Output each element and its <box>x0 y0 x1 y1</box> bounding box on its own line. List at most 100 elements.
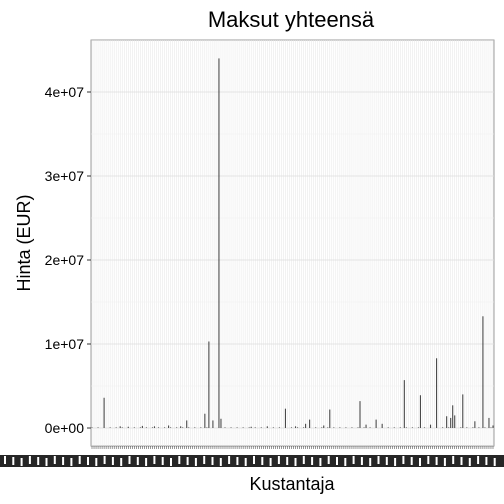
x-tick-label-gap <box>12 457 15 465</box>
x-tick-label-gap <box>95 458 98 466</box>
y-tick-label: 4e+07 <box>45 84 85 100</box>
bars <box>91 58 494 429</box>
bar <box>403 380 405 428</box>
bar <box>163 427 166 428</box>
bar <box>200 427 202 428</box>
bar <box>290 427 293 428</box>
bar <box>466 427 468 428</box>
bar <box>345 427 347 428</box>
bar <box>305 423 307 428</box>
x-tick-label-gap <box>228 456 231 464</box>
bar <box>446 416 448 428</box>
bar <box>176 427 178 428</box>
x-tick-label-gap <box>244 458 247 466</box>
bar <box>194 427 196 428</box>
bar <box>250 426 252 428</box>
chart-title: Maksut yhteensä <box>208 7 375 32</box>
x-tick-label-gap <box>410 457 413 465</box>
bar <box>482 316 484 428</box>
bar <box>97 427 99 428</box>
x-tick-label-gap <box>394 458 397 466</box>
bar <box>478 427 480 428</box>
bar <box>359 401 361 428</box>
bar <box>339 427 341 428</box>
bar <box>488 417 490 428</box>
bar <box>484 427 486 428</box>
bar <box>381 423 383 428</box>
x-tick-label-gap <box>377 456 380 464</box>
x-tick-label-gap <box>493 458 496 466</box>
bar <box>236 427 238 428</box>
x-tick-label-gap <box>45 458 48 466</box>
x-tick-label-gap <box>402 456 405 464</box>
bar <box>278 427 280 428</box>
bar <box>284 408 287 428</box>
bar <box>429 424 432 428</box>
bar <box>119 426 121 428</box>
x-tick-label-gap <box>269 458 272 466</box>
bar <box>204 413 206 428</box>
x-tick-label-gap <box>145 458 148 466</box>
x-tick-label-gap <box>460 457 463 465</box>
bar <box>294 426 297 428</box>
bar <box>208 341 210 428</box>
bar <box>387 427 389 428</box>
x-tick-label-gap <box>352 456 355 464</box>
x-tick-label-gap <box>369 458 372 466</box>
bar <box>321 427 323 428</box>
bar <box>180 426 182 428</box>
bar <box>188 427 190 428</box>
bar <box>474 421 476 428</box>
bar <box>121 427 123 428</box>
x-tick-label-gap <box>286 457 289 465</box>
x-tick-label-gap <box>261 457 264 465</box>
bar <box>230 427 232 428</box>
bar <box>492 425 494 428</box>
bar <box>490 427 492 428</box>
bar <box>462 394 464 428</box>
bar <box>375 419 377 428</box>
bar <box>357 427 359 428</box>
bar <box>266 426 268 428</box>
x-tick-label-gap <box>452 456 455 464</box>
bar <box>218 58 220 429</box>
x-tick-label-gap <box>186 457 189 465</box>
x-tick-label-gap <box>277 456 280 464</box>
bar <box>103 397 105 428</box>
x-tick-label-gap <box>443 458 446 466</box>
x-tick-label-gap <box>153 456 156 464</box>
x-tick-label-gap <box>136 457 139 465</box>
x-tick-label-gap <box>336 457 338 465</box>
y-axis: 0e+00 1e+07 2e+07 3e+07 4e+07 <box>45 84 91 436</box>
bar <box>224 427 226 428</box>
bar <box>423 427 426 428</box>
bar <box>454 415 456 428</box>
y-tick-label: 0e+00 <box>45 420 85 436</box>
bar <box>411 427 413 428</box>
bar <box>212 420 214 428</box>
bar <box>260 427 262 428</box>
x-tick-label-gap <box>78 456 81 464</box>
bar <box>206 427 208 428</box>
bar <box>157 427 160 428</box>
bar <box>442 427 444 428</box>
bar <box>168 425 170 428</box>
x-tick-label-gap <box>37 457 40 465</box>
x-tick-label-gap <box>435 457 438 465</box>
bar <box>127 426 129 428</box>
x-tick-label-gap <box>128 456 131 464</box>
bar <box>448 427 450 428</box>
x-tick-label-gap <box>111 457 114 465</box>
bar <box>91 427 93 428</box>
x-tick-label-gap <box>253 456 255 464</box>
bar <box>182 427 184 428</box>
x-tick-label-gap <box>62 457 65 465</box>
bar <box>139 427 141 428</box>
x-tick-label-gap <box>360 457 363 465</box>
x-tick-label-gap <box>170 458 172 466</box>
x-tick-label-gap <box>219 458 222 466</box>
bar <box>460 427 462 428</box>
x-tick-label-gap <box>344 458 347 466</box>
x-tick-label-gap <box>4 456 6 464</box>
x-tick-label-gap <box>70 458 73 466</box>
